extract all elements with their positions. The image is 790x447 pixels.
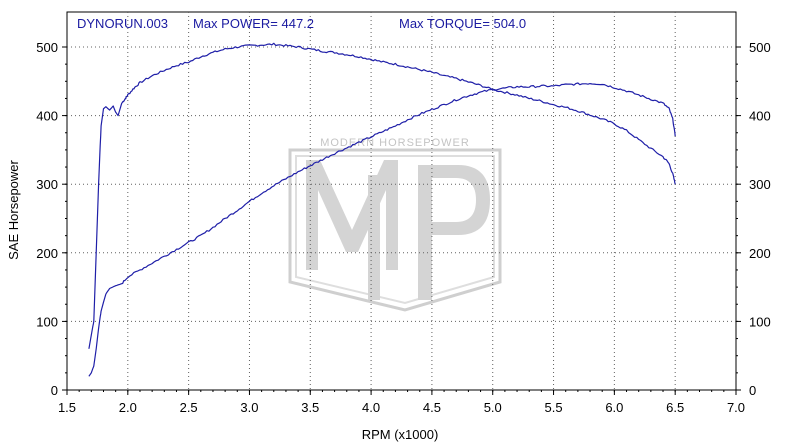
- y-axis-title: SAE Horsepower: [6, 159, 21, 259]
- watermark-letter-p: [418, 165, 490, 300]
- x-tick-label: 2.0: [119, 400, 137, 415]
- x-tick-label: 4.0: [362, 400, 380, 415]
- y-right-tick-label: 300: [749, 177, 771, 192]
- x-tick-label: 5.5: [545, 400, 563, 415]
- x-axis: 1.5 2.0 2.5 3.0 3.5 4.0 4.5 5.0 5.5 6.0 6.5 7.0: [58, 390, 745, 415]
- series-group: [88, 42, 676, 377]
- x-tick-label: 4.5: [423, 400, 441, 415]
- y-right-tick-label: 400: [749, 109, 771, 124]
- max-torque-label: Max TORQUE= 504.0: [399, 16, 526, 31]
- y-axis-left: 0 100 200 300 400 500: [36, 40, 67, 398]
- x-tick-label: 3.0: [240, 400, 258, 415]
- max-power-label: Max POWER= 447.2: [193, 16, 314, 31]
- watermark-letter-h-stem: [368, 175, 380, 300]
- x-tick-label: 3.5: [301, 400, 319, 415]
- y-right-tick-label: 200: [749, 246, 771, 261]
- y-right-tick-label: 100: [749, 314, 771, 329]
- x-tick-label: 5.0: [484, 400, 502, 415]
- x-tick-label: 6.5: [666, 400, 684, 415]
- watermark-shield-outline: [288, 148, 502, 312]
- x-tick-label: 6.0: [605, 400, 623, 415]
- y-left-tick-label: 500: [36, 40, 58, 55]
- run-name-label: DYNORUN.003: [77, 16, 168, 31]
- y-left-tick-label: 400: [36, 109, 58, 124]
- y-left-tick-label: 200: [36, 246, 58, 261]
- x-axis-title: RPM (x1000): [362, 427, 439, 442]
- x-tick-label: 1.5: [58, 400, 76, 415]
- y-left-tick-label: 0: [51, 383, 58, 398]
- series-line-2: [88, 82, 676, 377]
- y-right-tick-label: 500: [749, 40, 771, 55]
- y-left-tick-label: 100: [36, 314, 58, 329]
- y-left-tick-label: 300: [36, 177, 58, 192]
- watermark-text: MODERN HORSEPOWER: [320, 137, 470, 149]
- series-line-1: [88, 42, 676, 349]
- y-axis-right: 0 100 200 300 400 500: [736, 40, 771, 398]
- x-tick-label: 7.0: [727, 400, 745, 415]
- y-right-tick-label: 0: [749, 383, 756, 398]
- x-tick-label: 2.5: [180, 400, 198, 415]
- watermark-shield-inner: [295, 155, 495, 305]
